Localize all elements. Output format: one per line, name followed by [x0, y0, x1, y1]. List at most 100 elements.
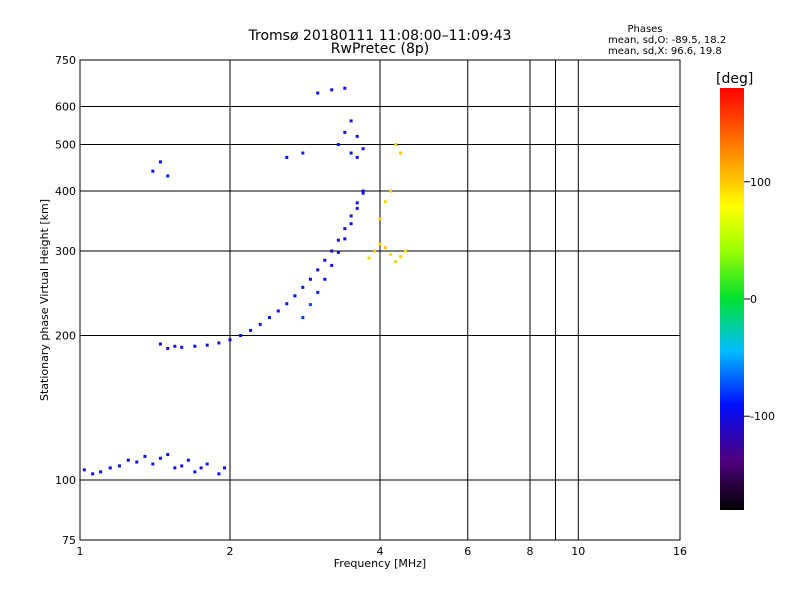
echo-point: [330, 88, 334, 92]
echo-point: [117, 464, 121, 468]
echo-point: [383, 200, 387, 204]
echo-point: [355, 155, 359, 159]
x-tick-label: 16: [673, 545, 687, 558]
echo-point: [228, 338, 232, 342]
echo-point: [217, 341, 221, 345]
echo-point: [166, 453, 170, 457]
x-tick-label: 2: [227, 545, 234, 558]
echo-point: [82, 468, 86, 472]
echo-point: [217, 472, 221, 476]
phases-x-stats: mean, sd,X: 96.6, 19.8: [608, 46, 722, 57]
echo-point: [173, 466, 177, 470]
echo-point: [349, 119, 353, 123]
echo-point: [308, 277, 312, 281]
echo-point: [336, 250, 340, 254]
echo-point: [276, 309, 280, 313]
echo-point: [166, 346, 170, 350]
gridlines: [80, 60, 680, 540]
echo-point: [258, 322, 262, 326]
y-tick-label: 100: [55, 474, 76, 487]
colorbar-tick-label: 0: [750, 293, 757, 306]
echo-point: [126, 458, 130, 462]
echo-point: [355, 201, 359, 205]
echo-point: [316, 290, 320, 294]
echo-point: [223, 466, 227, 470]
echo-point: [355, 134, 359, 138]
echo-point: [343, 237, 347, 241]
echo-point: [349, 151, 353, 155]
y-tick-label: 300: [55, 245, 76, 258]
echo-point: [389, 253, 393, 257]
echo-point: [399, 151, 403, 155]
y-axis-ticks: 75 100 200 300 400 500 600 750: [55, 54, 76, 547]
chart-subtitle: RwPretec (8p): [331, 41, 429, 57]
colorbar-tick-label: -100: [750, 410, 775, 423]
echo-point: [301, 316, 305, 320]
x-tick-label: 6: [464, 545, 471, 558]
echo-point: [394, 260, 398, 264]
echo-point: [383, 246, 387, 250]
echo-point: [180, 345, 184, 349]
x-axis-label: Frequency [MHz]: [334, 557, 426, 570]
echo-point: [323, 258, 327, 262]
echo-point: [293, 294, 297, 298]
x-tick-label: 10: [571, 545, 585, 558]
echo-point: [361, 189, 365, 193]
echo-point: [301, 285, 305, 289]
colorbar-label: [deg]: [716, 71, 753, 87]
echo-point: [205, 343, 209, 347]
echo-point: [239, 334, 243, 338]
echo-point: [308, 303, 312, 307]
y-tick-label: 400: [55, 185, 76, 198]
echo-point: [336, 238, 340, 242]
phases-title: Phases: [627, 24, 662, 35]
echo-point: [301, 151, 305, 155]
echo-point: [173, 344, 177, 348]
echo-point: [399, 255, 403, 259]
echo-point: [323, 277, 327, 281]
y-tick-label: 500: [55, 139, 76, 152]
echo-point: [158, 456, 162, 460]
echo-point: [343, 227, 347, 231]
echo-point: [151, 462, 155, 466]
echo-point: [158, 160, 162, 164]
echo-point: [180, 464, 184, 468]
x-axis-ticks: 1 2 4 6 8 10 16: [77, 545, 688, 558]
echo-point: [285, 155, 289, 159]
data-points: [82, 86, 407, 476]
echo-point: [166, 174, 170, 178]
y-tick-label: 750: [55, 54, 76, 67]
echo-point: [389, 189, 393, 193]
echo-point: [135, 460, 139, 464]
phases-o-stats: mean, sd,O: -89.5, 18.2: [608, 35, 726, 46]
echo-point: [378, 242, 382, 246]
echo-point: [158, 342, 162, 346]
echo-point: [343, 86, 347, 90]
y-axis-label: Stationary phase Virtual Height [km]: [38, 199, 51, 401]
echo-point: [267, 316, 271, 320]
y-tick-label: 200: [55, 330, 76, 343]
echo-point: [403, 249, 407, 253]
echo-point: [285, 302, 289, 306]
echo-point: [316, 268, 320, 272]
echo-point: [193, 470, 197, 474]
echo-point: [205, 462, 209, 466]
echo-point: [330, 263, 334, 267]
echo-point: [316, 91, 320, 95]
echo-point: [343, 130, 347, 134]
x-tick-label: 1: [77, 545, 84, 558]
x-tick-label: 8: [527, 545, 534, 558]
echo-point: [91, 472, 95, 476]
y-tick-label: 600: [55, 101, 76, 114]
echo-point: [249, 328, 253, 332]
echo-point: [336, 143, 340, 147]
echo-point: [186, 458, 190, 462]
echo-point: [330, 249, 334, 253]
echo-point: [373, 249, 377, 253]
echo-point: [143, 454, 147, 458]
echo-point: [378, 217, 382, 221]
echo-point: [199, 466, 203, 470]
echo-point: [394, 143, 398, 147]
